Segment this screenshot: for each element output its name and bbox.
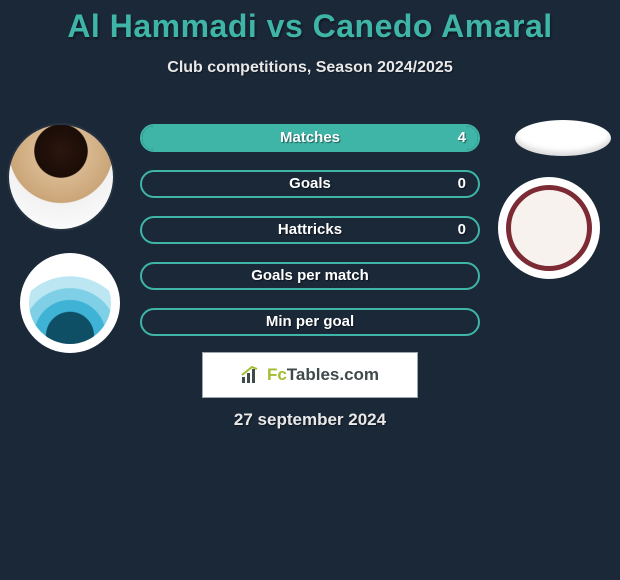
player-right-photo [515, 120, 611, 156]
stat-bar-matches: Matches 4 [140, 124, 480, 152]
brand-text: FcTables.com [267, 365, 379, 385]
club-right-badge [498, 177, 600, 279]
brand-watermark: FcTables.com [202, 352, 418, 398]
bar-value: 4 [458, 126, 466, 150]
chart-icon [241, 366, 261, 384]
brand-suffix: Tables.com [287, 365, 379, 384]
bar-value: 0 [458, 172, 466, 196]
stat-bar-hattricks: Hattricks 0 [140, 216, 480, 244]
bar-label: Hattricks [142, 218, 478, 242]
bar-value: 0 [458, 218, 466, 242]
stat-bars: Matches 4 Goals 0 Hattricks 0 Goals per … [140, 124, 480, 354]
date-label: 27 september 2024 [0, 410, 620, 430]
bar-label: Matches [142, 126, 478, 150]
stat-bar-goals-per-match: Goals per match [140, 262, 480, 290]
stat-bar-min-per-goal: Min per goal [140, 308, 480, 336]
bar-label: Goals [142, 172, 478, 196]
page-title: Al Hammadi vs Canedo Amaral [0, 0, 620, 45]
brand-prefix: Fc [267, 365, 287, 384]
player-left-photo [9, 125, 113, 229]
bar-label: Min per goal [142, 310, 478, 334]
subtitle: Club competitions, Season 2024/2025 [0, 59, 620, 77]
bar-label: Goals per match [142, 264, 478, 288]
club-left-badge [20, 253, 120, 353]
stat-bar-goals: Goals 0 [140, 170, 480, 198]
